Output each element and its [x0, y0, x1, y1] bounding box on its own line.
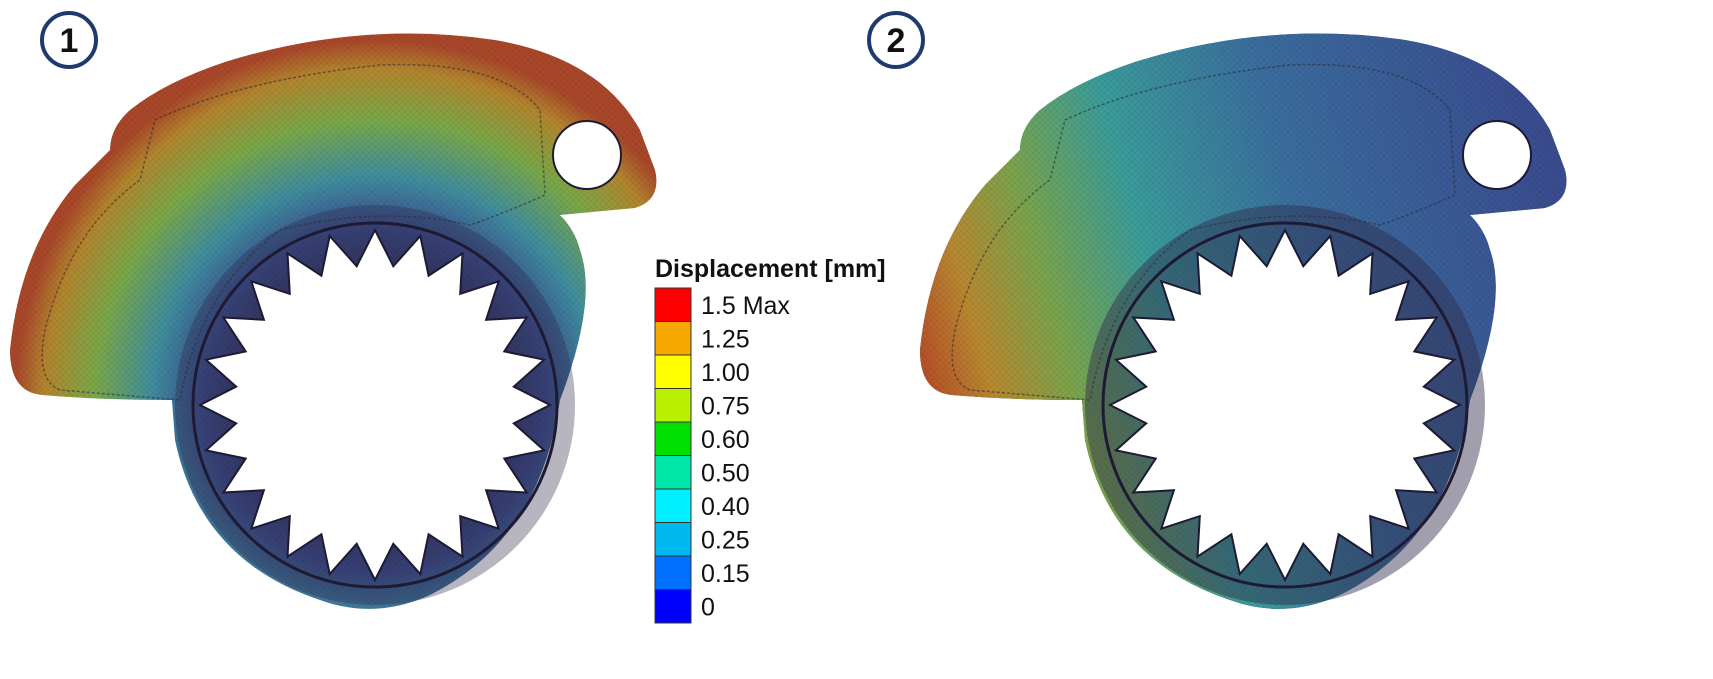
legend-label: 0.25 — [701, 526, 750, 554]
legend-label: 1.5 Max — [701, 292, 790, 320]
splined-bore — [197, 227, 553, 583]
legend-label: 0 — [701, 593, 715, 621]
legend-swatch — [654, 555, 692, 590]
gear-sector-part-1 — [10, 33, 657, 609]
legend-swatch — [654, 421, 692, 456]
legend-label: 0.40 — [701, 493, 750, 521]
mounting-hole — [1462, 120, 1532, 190]
panel-1: 1 — [10, 11, 657, 609]
legend-swatch — [654, 455, 692, 490]
legend-label: 0.50 — [701, 459, 750, 487]
badge-label: 2 — [887, 22, 906, 60]
badge-1: 1 — [40, 11, 98, 69]
legend-label: 0.75 — [701, 392, 750, 420]
legend-swatch — [654, 522, 692, 557]
gear-sector-part-2 — [920, 33, 1567, 609]
splined-bore — [1107, 227, 1463, 583]
legend: Displacement [mm] 1.5 Max 1.25 1.00 0.75 0.6… — [654, 255, 886, 624]
legend-swatch — [654, 321, 692, 356]
legend-label: 0.15 — [701, 560, 750, 588]
badge-ring-icon — [40, 11, 98, 69]
legend-swatch — [654, 354, 692, 389]
legend-swatch — [654, 589, 692, 624]
legend-bins: 1.5 Max 1.25 1.00 0.75 0.60 0.50 0.40 0.25 0.15 0 — [654, 287, 790, 624]
legend-label: 0.60 — [701, 426, 750, 454]
badge-label: 1 — [60, 22, 79, 60]
badge-ring-icon — [867, 11, 925, 69]
legend-swatch — [654, 388, 692, 423]
panel-2: 2 — [867, 11, 1567, 609]
legend-title: Displacement [mm] — [655, 255, 886, 283]
mounting-hole — [552, 120, 622, 190]
legend-swatch — [654, 488, 692, 523]
legend-label: 1.00 — [701, 359, 750, 387]
legend-swatch — [654, 287, 692, 322]
badge-2: 2 — [867, 11, 925, 69]
legend-label: 1.25 — [701, 325, 750, 353]
